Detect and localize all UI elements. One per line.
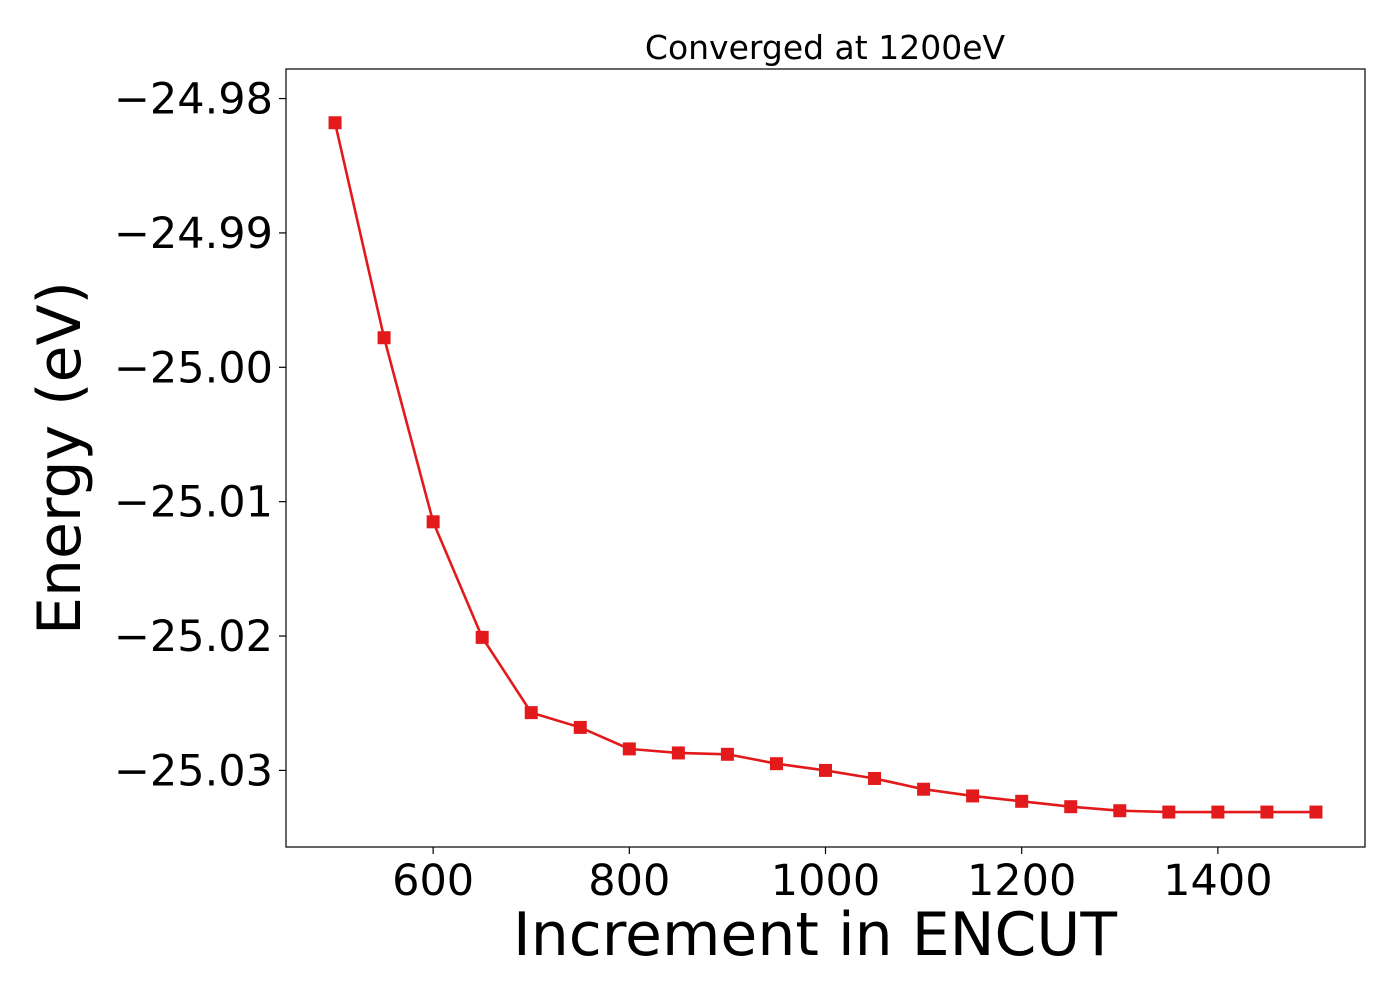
chart-title: Converged at 1200eV: [645, 28, 1006, 67]
data-point: [1309, 805, 1323, 819]
y-tick-label: −24.99: [114, 209, 273, 259]
data-point: [720, 747, 734, 761]
x-tick-label: 1000: [771, 856, 880, 906]
data-point: [622, 742, 636, 756]
data-point: [671, 746, 685, 760]
data-point: [573, 720, 587, 734]
x-tick-label: 1400: [1163, 856, 1272, 906]
plot-area: [285, 68, 1366, 848]
x-axis: 600 800 1000 1200 1400: [392, 847, 1273, 906]
y-tick-label: −25.01: [114, 478, 273, 528]
x-tick-label: 800: [588, 856, 670, 906]
data-point: [769, 757, 783, 771]
y-tick-label: −25.02: [114, 612, 273, 662]
y-tick-label: −25.00: [114, 343, 273, 393]
y-axis-label: Energy (eV): [25, 281, 95, 635]
data-point: [475, 630, 489, 644]
data-point: [917, 782, 931, 796]
data-point: [1260, 805, 1274, 819]
y-axis: −24.98 −24.99 −25.00 −25.01 −25.02 −25.03: [114, 75, 286, 796]
y-tick-label: −25.03: [114, 746, 273, 796]
x-tick-label: 1200: [967, 856, 1076, 906]
data-point: [1162, 805, 1176, 819]
data-point: [426, 515, 440, 529]
x-axis-label: Increment in ENCUT: [513, 900, 1117, 970]
series-layer: [328, 116, 1323, 819]
data-point: [524, 706, 538, 720]
data-point: [377, 331, 391, 345]
data-point: [1113, 804, 1127, 818]
data-point: [328, 116, 342, 130]
data-point: [868, 771, 882, 785]
data-point: [966, 789, 980, 803]
data-point: [1211, 805, 1225, 819]
x-tick-label: 600: [392, 856, 474, 906]
data-point: [1015, 794, 1029, 808]
data-point: [819, 763, 832, 777]
y-tick-label: −24.98: [114, 75, 273, 125]
data-point: [1064, 800, 1078, 814]
series-line: [333, 122, 1316, 814]
